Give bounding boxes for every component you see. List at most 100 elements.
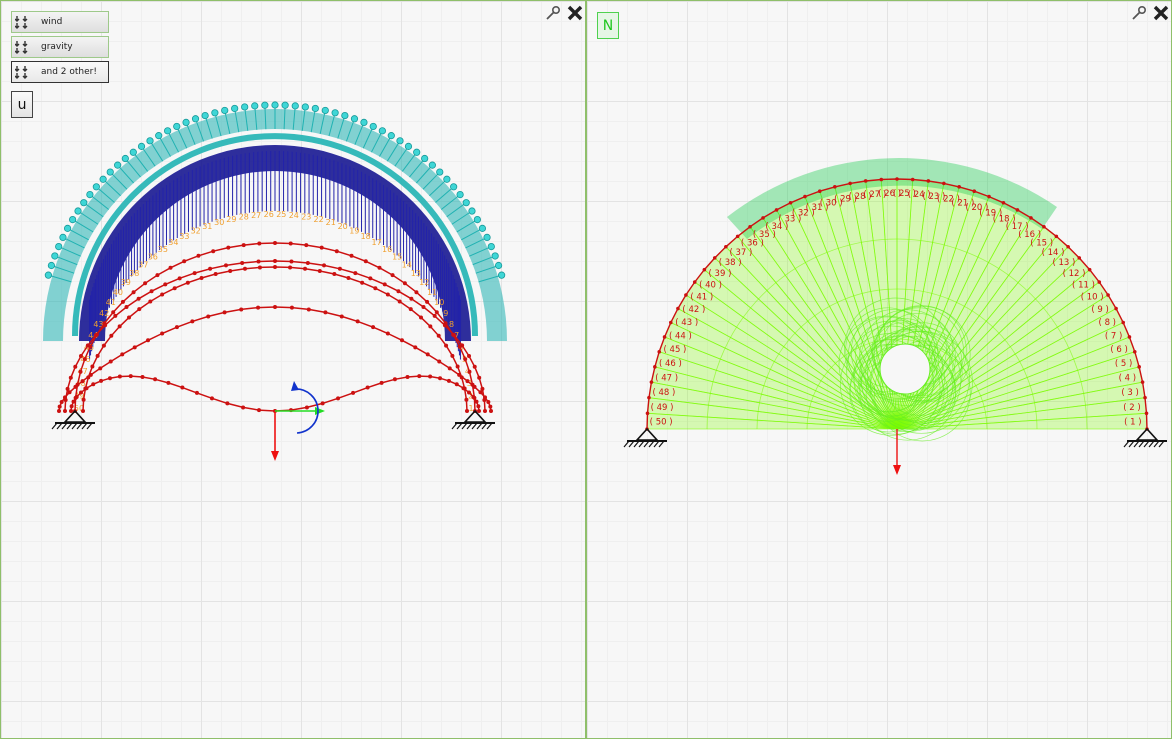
deformed-node <box>397 299 402 304</box>
deformed-node <box>128 374 133 379</box>
node-label: 19 <box>349 227 359 236</box>
element-label: ( 45 ) <box>664 345 687 355</box>
pin-icon[interactable] <box>545 5 561 21</box>
deformed-node <box>160 331 165 336</box>
deformed-node <box>480 386 485 391</box>
support-hatch <box>1128 440 1135 448</box>
deformed-node <box>148 299 153 304</box>
wind-load-arrow <box>176 126 188 149</box>
node-label: 16 <box>382 245 392 254</box>
node-label: 24 <box>289 211 299 220</box>
element-label: ( 42 ) <box>682 305 705 315</box>
element-label: ( 23 ) <box>922 192 945 202</box>
deformed-node <box>95 353 100 358</box>
wind-load-arrow <box>54 255 78 266</box>
load-case-icon <box>15 41 28 54</box>
support-hatch <box>56 422 63 430</box>
deformed-node <box>211 249 216 254</box>
support-hatch <box>471 422 478 430</box>
wind-load-arrow <box>167 130 180 153</box>
wind-load-arrow <box>456 219 478 233</box>
wind-load-arrow <box>234 108 240 133</box>
left-viewport-panel[interactable]: 1234567891011121314151617181920212223242… <box>0 0 586 739</box>
deformed-node <box>465 409 469 413</box>
deformed-node <box>306 307 311 312</box>
element-label: ( 49 ) <box>651 403 674 413</box>
left-structure-canvas[interactable]: 1234567891011121314151617181920212223242… <box>1 1 586 739</box>
pin-icon[interactable] <box>1131 5 1147 21</box>
deformed-node <box>166 380 171 385</box>
deformed-node <box>107 376 112 381</box>
deformed-node <box>462 386 467 391</box>
deformed-node <box>109 333 114 338</box>
deformed-node <box>256 259 261 264</box>
close-icon[interactable] <box>567 5 583 21</box>
right-viewport-panel[interactable]: ( 1 ) ( 2 ) ( 3 ) ( 4 ) ( 5 ) ( 6 ) ( 7 ) ( 8 )… <box>586 0 1172 739</box>
deformed-node <box>438 376 443 381</box>
deformed-node <box>467 369 472 374</box>
deformed-node <box>413 345 418 350</box>
wind-load-pin <box>80 199 88 207</box>
wind-load-arrow <box>465 236 488 249</box>
load-case-button-wind[interactable]: wind <box>11 11 109 33</box>
deformed-node <box>392 377 397 382</box>
element-label: ( 6 ) <box>1110 345 1127 355</box>
load-case-icon <box>15 66 28 79</box>
wind-load-arrow <box>244 106 249 131</box>
wind-load-pin <box>443 175 451 183</box>
axial-force-mode-button[interactable]: N <box>597 12 619 39</box>
wind-load-pin <box>494 261 503 270</box>
displacement-mode-button[interactable]: u <box>11 91 33 118</box>
wind-load-arrow <box>48 274 72 283</box>
support-hatch <box>461 422 468 430</box>
wind-load-arrow <box>310 108 316 133</box>
support-hatch <box>1138 440 1145 448</box>
deformed-node <box>346 275 351 280</box>
wind-load-pin <box>137 142 146 150</box>
node-label: 28 <box>239 212 249 221</box>
close-icon[interactable] <box>1153 5 1169 21</box>
deformed-node <box>63 409 67 413</box>
wind-load-pin <box>478 224 487 232</box>
gizmo-rotation-arrowhead <box>291 381 299 391</box>
deformed-node <box>320 401 325 406</box>
element-label: ( 4 ) <box>1119 374 1136 384</box>
right-axial-force-canvas[interactable]: ( 1 ) ( 2 ) ( 3 ) ( 4 ) ( 5 ) ( 6 ) ( 7 ) ( 8 )… <box>587 1 1172 739</box>
deformed-node <box>82 357 87 362</box>
node-label: 44 <box>88 331 98 340</box>
axial-force-loop <box>873 305 971 403</box>
wind-load-pin <box>155 132 163 140</box>
wind-load-arrow <box>141 146 156 167</box>
deformed-shape-line <box>70 375 480 412</box>
deformed-node <box>85 343 90 348</box>
wind-load-arrow <box>435 186 454 203</box>
element-label: ( 9 ) <box>1091 305 1108 315</box>
deformed-node <box>67 390 72 395</box>
deformed-node <box>477 409 481 413</box>
deformed-node <box>467 353 472 358</box>
axial-force-ring <box>756 288 1038 430</box>
wind-load-arrow <box>401 151 418 172</box>
wind-load-pin <box>301 103 309 111</box>
node-label: 40 <box>113 288 123 297</box>
deformed-node <box>273 305 277 309</box>
load-case-button-others[interactable]: and 2 other! <box>11 61 109 83</box>
wind-load-pin <box>456 191 464 199</box>
support-hatch <box>61 422 68 430</box>
load-case-button-gravity[interactable]: gravity <box>11 36 109 58</box>
fixed-support-icon <box>1123 427 1167 448</box>
wind-load-arrow <box>429 178 448 197</box>
node-label: 34 <box>168 238 178 247</box>
node-label: 47 <box>78 367 88 376</box>
axial-force-core <box>879 343 931 395</box>
axial-force-ring <box>706 238 1088 430</box>
deformed-node <box>432 313 437 318</box>
deformed-node <box>336 396 341 401</box>
node-label: 31 <box>202 222 212 231</box>
deformed-node <box>65 386 70 391</box>
deformed-node <box>199 275 204 280</box>
node-label: 50 <box>74 404 84 413</box>
support-hatch <box>1143 440 1150 448</box>
deformed-node <box>385 292 390 297</box>
wind-load-arrow <box>264 105 267 130</box>
